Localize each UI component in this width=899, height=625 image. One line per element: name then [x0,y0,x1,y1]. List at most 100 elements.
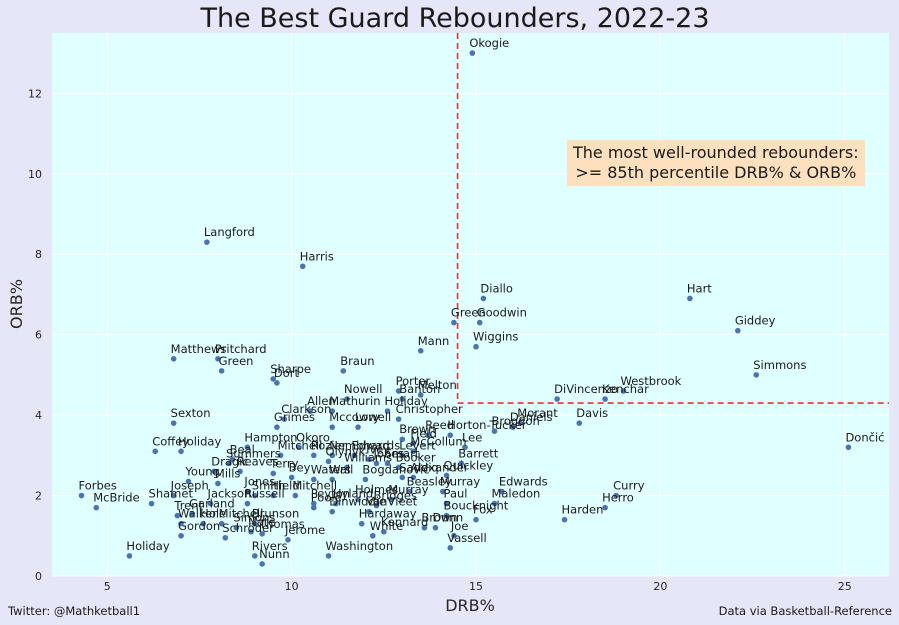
point-label: Lowell [355,410,391,424]
point-label: Okogie [469,36,509,50]
data-point [329,424,336,430]
point-label: Grimes [274,410,315,424]
point-label: Coffey [152,434,189,448]
point-label: Williams [344,450,392,464]
point-label: Dunn [432,511,463,525]
data-point [170,492,177,499]
y-axis-label: ORB% [7,279,26,329]
point-label: Diallo [480,281,513,295]
footer-source: Data via Basketball-Reference [718,604,892,618]
point-label: Shamet [149,487,194,501]
point-label: Edwards [351,438,400,452]
point-label: Simons [233,511,275,525]
data-point [362,476,369,483]
point-label: McCollum [410,434,466,448]
axis-ticks: 5 10 15 20 25 0 2 4 6 8 10 12 [28,87,852,593]
point-label: Hyland [333,487,373,501]
data-point [296,444,302,451]
point-label: Brown [421,511,457,525]
data-point [178,532,184,539]
data-point [355,424,361,430]
point-label: Simmons [753,358,806,372]
point-label: Mitchell [278,438,323,452]
data-point [406,488,413,495]
point-label: Quickley [444,458,494,472]
point-label: McBride [93,491,139,505]
data-point [469,50,476,56]
point-label: Matthews [171,342,227,356]
point-label: Garland [189,497,235,511]
data-point [178,448,184,455]
data-point [845,444,852,451]
data-point [93,504,100,511]
point-label: Goodwin [477,306,527,320]
data-point [78,492,85,499]
data-point [451,319,457,326]
data-point [421,524,428,531]
data-point [381,528,387,535]
data-point [222,534,229,541]
point-label: Davis [576,406,608,420]
data-point [329,452,336,459]
y-tick-label: 10 [28,168,42,181]
point-label: Washington [326,539,394,553]
point-label: Holmes [355,483,398,497]
data-point [366,508,372,515]
point-label: Mitchell [219,507,264,521]
data-point [244,500,251,507]
data-point [310,452,317,459]
point-label: Hart [687,281,712,295]
data-point [351,452,358,459]
data-point [310,476,317,483]
point-label: Alexander [410,460,468,474]
data-point [369,532,376,539]
point-label: Harden [562,503,604,517]
data-point [554,396,560,402]
data-point [384,408,391,414]
point-label: Nembhard [329,438,389,452]
data-point [462,444,468,451]
data-point [399,452,406,459]
point-label: Gordon [178,519,220,533]
data-point [613,492,619,499]
data-point [329,408,336,414]
data-point [458,460,465,467]
data-point [148,500,155,507]
data-point [410,440,417,447]
data-point [344,464,350,471]
data-point [244,488,251,495]
y-tick-label: 6 [35,329,42,342]
point-label: Wiggins [473,330,518,344]
data-point [366,456,372,463]
point-label: Nate [248,515,275,529]
data-points [78,50,852,567]
data-point [178,520,184,527]
data-point [259,561,265,567]
point-label: Boucknight [444,499,509,513]
data-point [443,500,450,507]
point-label: Green [219,354,254,368]
point-label: Sharpe [270,362,311,376]
point-label: Banton [399,382,440,396]
point-label: Rivers [252,539,288,553]
data-point [251,492,258,499]
data-point [307,408,313,414]
x-tick-label: 20 [653,580,667,593]
data-point [344,396,350,402]
data-point [274,424,280,430]
x-tick-label: 10 [285,580,299,593]
data-point [491,500,498,507]
data-point [325,553,332,559]
data-point [447,432,454,439]
point-label: Dinwiddie [329,495,386,509]
data-point [410,474,417,481]
data-point [355,496,361,503]
y-tick-label: 4 [35,409,42,422]
point-label: Jerome [284,523,325,537]
point-label: Hardaway [359,507,417,521]
annotation-box: The most well-rounded rebounders: >= 85t… [567,140,865,186]
data-point [395,388,402,394]
data-point [170,356,177,362]
point-label: Giddey [735,314,776,328]
